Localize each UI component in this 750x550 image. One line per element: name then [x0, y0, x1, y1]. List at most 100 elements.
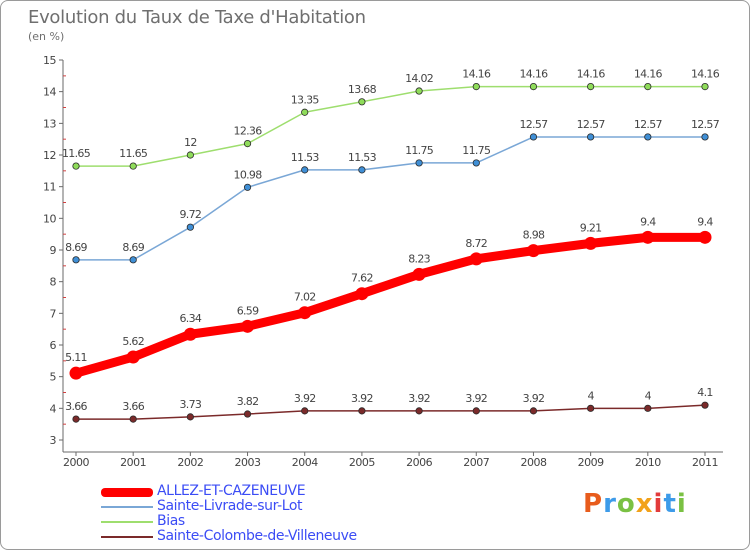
data-point-sainte-livrade-sur-lot: [701, 133, 709, 141]
data-point-sainte-colombe-de-villeneuve: [415, 407, 423, 415]
data-label-bias: 14.16: [519, 68, 548, 81]
x-tick-label: 2000: [63, 456, 89, 469]
data-point-sainte-colombe-de-villeneuve: [644, 404, 652, 412]
x-tick-label: 2008: [520, 456, 546, 469]
data-label-sainte-colombe-de-villeneuve: 3.92: [408, 392, 430, 405]
series-line-allez-et-cazeneuve: [71, 232, 710, 378]
legend-item-allez-et-cazeneuve: ALLEZ-ET-CAZENEUVE: [101, 484, 401, 499]
y-tick-label: 8: [50, 276, 57, 289]
data-label-sainte-livrade-sur-lot: 12.57: [519, 118, 548, 131]
data-point-allez-et-cazeneuve: [126, 350, 140, 364]
data-point-sainte-livrade-sur-lot: [243, 183, 252, 191]
data-point-bias: [243, 140, 252, 148]
x-tick-label: 2009: [578, 456, 604, 469]
data-point-bias: [129, 162, 137, 170]
data-label-sainte-colombe-de-villeneuve: 3.82: [237, 395, 259, 408]
data-label-allez-et-cazeneuve: 6.34: [180, 312, 202, 325]
legend-item-sainte-livrade-sur-lot: Sainte-Livrade-sur-Lot: [101, 499, 401, 514]
data-label-allez-et-cazeneuve: 5.62: [122, 335, 144, 348]
data-point-sainte-livrade-sur-lot: [72, 256, 80, 264]
data-point-sainte-livrade-sur-lot: [529, 133, 538, 141]
data-label-sainte-livrade-sur-lot: 12.57: [577, 118, 606, 131]
y-tick-label: 12: [43, 149, 56, 162]
data-point-sainte-livrade-sur-lot: [587, 133, 595, 141]
data-point-bias: [186, 151, 194, 159]
logo-letter: t: [663, 489, 677, 519]
y-tick-label: 3: [50, 434, 57, 447]
data-label-bias: 14.16: [462, 68, 491, 81]
y-tick-label: 9: [50, 244, 57, 257]
data-point-sainte-colombe-de-villeneuve: [243, 410, 252, 418]
data-label-allez-et-cazeneuve: 5.11: [65, 351, 87, 364]
data-label-sainte-livrade-sur-lot: 9.72: [180, 208, 202, 221]
data-point-sainte-colombe-de-villeneuve: [587, 404, 595, 412]
y-tick-label: 14: [43, 86, 56, 99]
data-label-sainte-livrade-sur-lot: 12.57: [691, 118, 720, 131]
data-point-sainte-colombe-de-villeneuve: [472, 407, 480, 415]
data-label-bias: 12.36: [234, 125, 263, 138]
data-point-sainte-colombe-de-villeneuve: [358, 407, 366, 415]
data-point-bias: [72, 162, 80, 170]
data-label-sainte-livrade-sur-lot: 8.69: [65, 241, 87, 254]
data-point-sainte-livrade-sur-lot: [358, 166, 366, 174]
legend-item-bias: Bias: [101, 514, 401, 529]
chart-title: Evolution du Taux de Taxe d'Habitation: [28, 7, 366, 28]
data-label-sainte-livrade-sur-lot: 11.53: [348, 151, 377, 164]
data-point-sainte-livrade-sur-lot: [644, 133, 652, 141]
data-point-sainte-colombe-de-villeneuve: [129, 415, 137, 423]
data-point-sainte-livrade-sur-lot: [472, 159, 480, 167]
data-point-bias: [358, 98, 366, 106]
data-point-bias: [644, 83, 652, 91]
data-label-allez-et-cazeneuve: 8.72: [465, 237, 487, 250]
data-label-allez-et-cazeneuve: 7.02: [294, 291, 316, 304]
data-point-allez-et-cazeneuve: [241, 319, 255, 333]
y-tick-label: 15: [43, 54, 56, 67]
legend-swatch: [101, 487, 153, 497]
legend-item-sainte-colombe-de-villeneuve: Sainte-Colombe-de-Villeneuve: [101, 529, 401, 544]
data-point-allez-et-cazeneuve: [69, 366, 83, 380]
data-label-sainte-colombe-de-villeneuve: 4.1: [697, 386, 712, 399]
data-label-bias: 11.65: [62, 147, 91, 160]
x-tick-label: 2001: [120, 456, 146, 469]
data-label-bias: 14.02: [405, 72, 433, 85]
data-label-allez-et-cazeneuve: 8.23: [408, 252, 430, 265]
data-point-bias: [301, 108, 309, 116]
data-label-sainte-livrade-sur-lot: 11.75: [462, 144, 491, 157]
data-point-sainte-livrade-sur-lot: [129, 256, 137, 264]
logo-letter: x: [635, 489, 654, 519]
proxiti-logo: Proxiti: [583, 489, 687, 519]
data-label-sainte-colombe-de-villeneuve: 3.92: [351, 392, 373, 405]
data-label-allez-et-cazeneuve: 8.98: [523, 229, 545, 242]
data-label-allez-et-cazeneuve: 9.4: [697, 215, 713, 228]
data-point-sainte-colombe-de-villeneuve: [186, 413, 194, 421]
data-label-sainte-colombe-de-villeneuve: 3.66: [65, 400, 87, 413]
data-point-allez-et-cazeneuve: [641, 230, 655, 244]
data-point-bias: [587, 83, 595, 91]
data-label-sainte-livrade-sur-lot: 8.69: [122, 241, 144, 254]
data-label-sainte-colombe-de-villeneuve: 3.73: [180, 398, 202, 411]
data-label-allez-et-cazeneuve: 6.59: [237, 304, 259, 317]
y-tick-label: 11: [43, 181, 56, 194]
data-label-bias: 13.35: [291, 93, 320, 106]
x-tick-label: 2007: [463, 456, 489, 469]
x-tick-label: 2010: [635, 456, 661, 469]
data-label-allez-et-cazeneuve: 9.21: [580, 221, 602, 234]
data-label-bias: 11.65: [119, 147, 148, 160]
logo-letter: i: [653, 489, 664, 519]
data-point-bias: [415, 87, 423, 95]
data-point-sainte-colombe-de-villeneuve: [529, 407, 538, 415]
data-point-allez-et-cazeneuve: [412, 267, 426, 281]
x-tick-label: 2002: [177, 456, 203, 469]
data-label-bias: 14.16: [691, 68, 720, 81]
data-point-sainte-livrade-sur-lot: [301, 166, 309, 174]
data-label-sainte-colombe-de-villeneuve: 4: [645, 389, 652, 402]
data-label-sainte-livrade-sur-lot: 11.75: [405, 144, 434, 157]
y-tick-label: 4: [50, 402, 57, 415]
legend-swatch: [101, 521, 153, 523]
chart-legend: ALLEZ-ET-CAZENEUVE Sainte-Livrade-sur-Lot…: [101, 484, 401, 544]
logo-letter: r: [603, 489, 617, 519]
data-label-sainte-colombe-de-villeneuve: 3.92: [523, 392, 545, 405]
data-label-sainte-livrade-sur-lot: 10.98: [234, 168, 263, 181]
legend-swatch: [101, 536, 153, 538]
